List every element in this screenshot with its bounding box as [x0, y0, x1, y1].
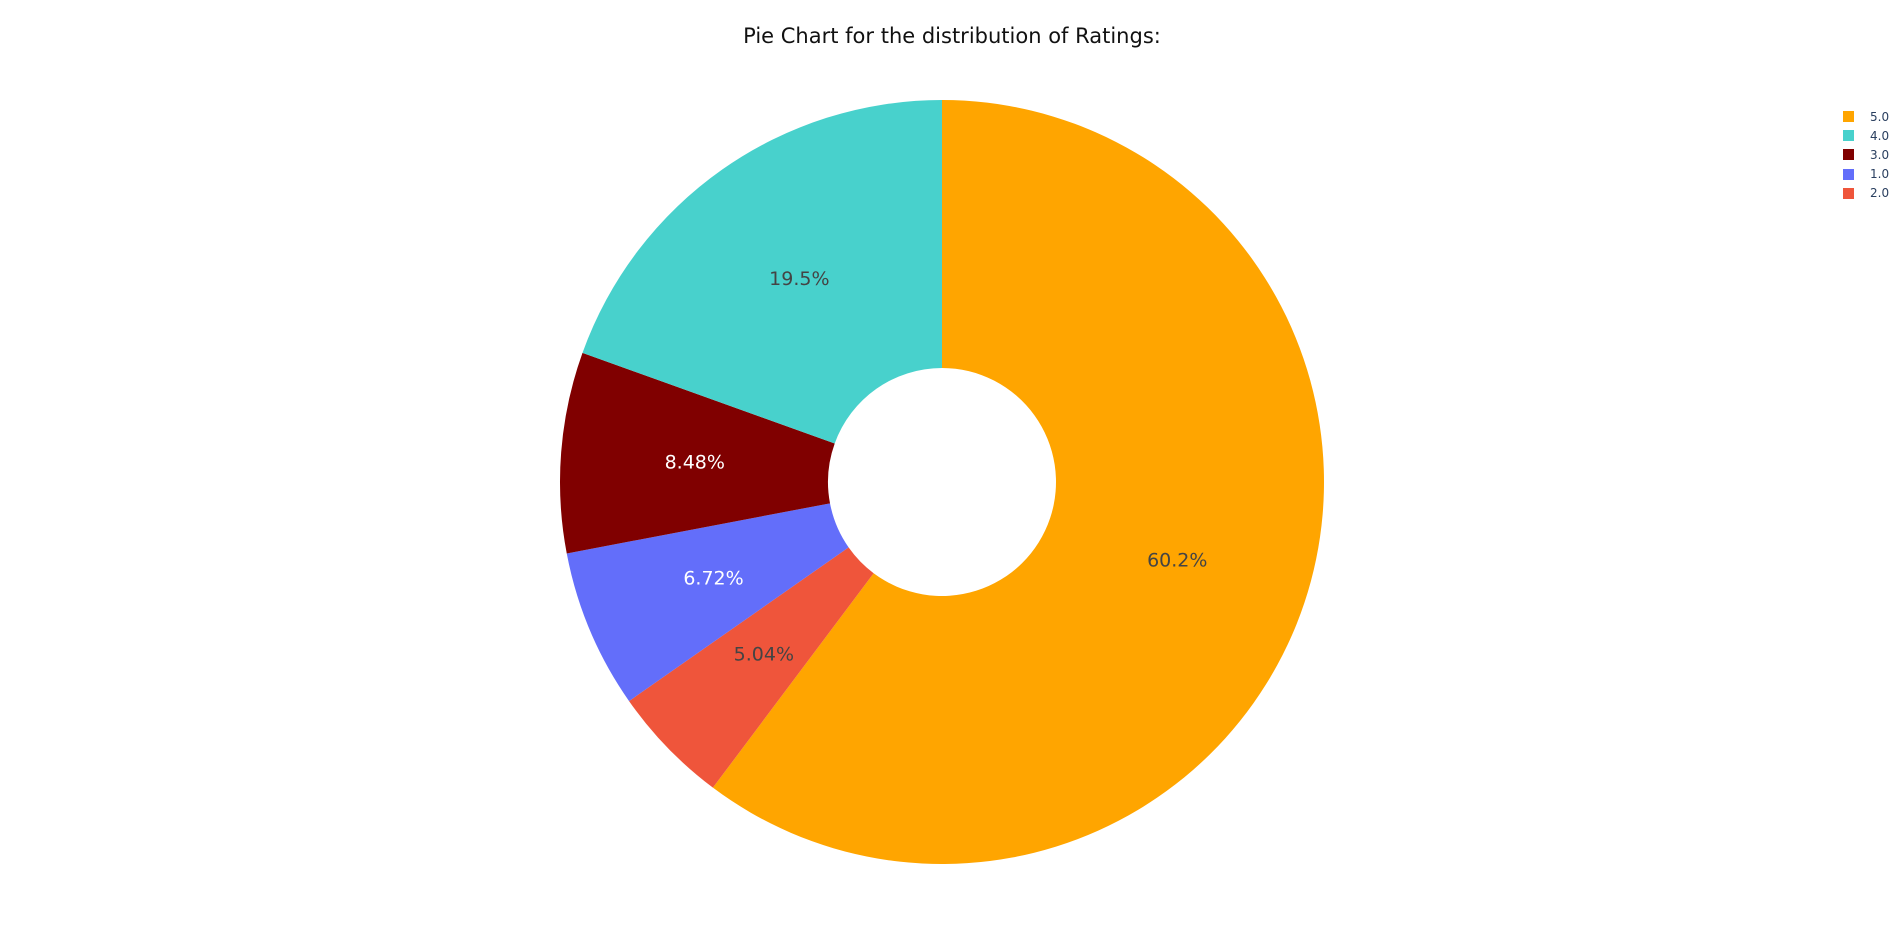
legend-swatch: [1843, 130, 1854, 142]
legend-swatch: [1843, 168, 1854, 180]
slice-label-2-0: 5.04%: [734, 644, 794, 666]
legend-item-2-0[interactable]: 2.0: [1843, 184, 1889, 203]
legend-label: 3.0: [1870, 147, 1890, 162]
legend-swatch: [1843, 149, 1854, 161]
legend-item-1-0[interactable]: 1.0: [1843, 165, 1889, 184]
legend-item-3-0[interactable]: 3.0: [1843, 145, 1889, 164]
chart-title: Pie Chart for the distribution of Rating…: [743, 24, 1161, 48]
pie-slice-4-0: [582, 100, 942, 444]
legend-label: 2.0: [1870, 186, 1890, 201]
legend-item-5-0[interactable]: 5.0: [1843, 107, 1889, 126]
pie-slice-3-0: [560, 352, 835, 554]
legend-item-4-0[interactable]: 4.0: [1843, 126, 1889, 145]
pie-slice-2-0: [629, 547, 874, 788]
legend-label: 1.0: [1870, 167, 1890, 182]
slice-label-1-0: 6.72%: [683, 567, 743, 589]
slice-label-5-0: 60.2%: [1147, 549, 1207, 571]
slice-label-3-0: 8.48%: [665, 452, 725, 474]
pie-slice-5-0: [712, 100, 1324, 864]
legend-label: 4.0: [1870, 128, 1890, 143]
legend-label: 5.0: [1870, 109, 1890, 124]
legend-swatch: [1843, 111, 1854, 123]
pie-slice-1-0: [566, 503, 849, 702]
legend-swatch: [1843, 187, 1854, 199]
slice-label-4-0: 19.5%: [769, 268, 829, 290]
legend: 5.0 4.0 3.0 1.0 2.0: [1843, 107, 1889, 203]
